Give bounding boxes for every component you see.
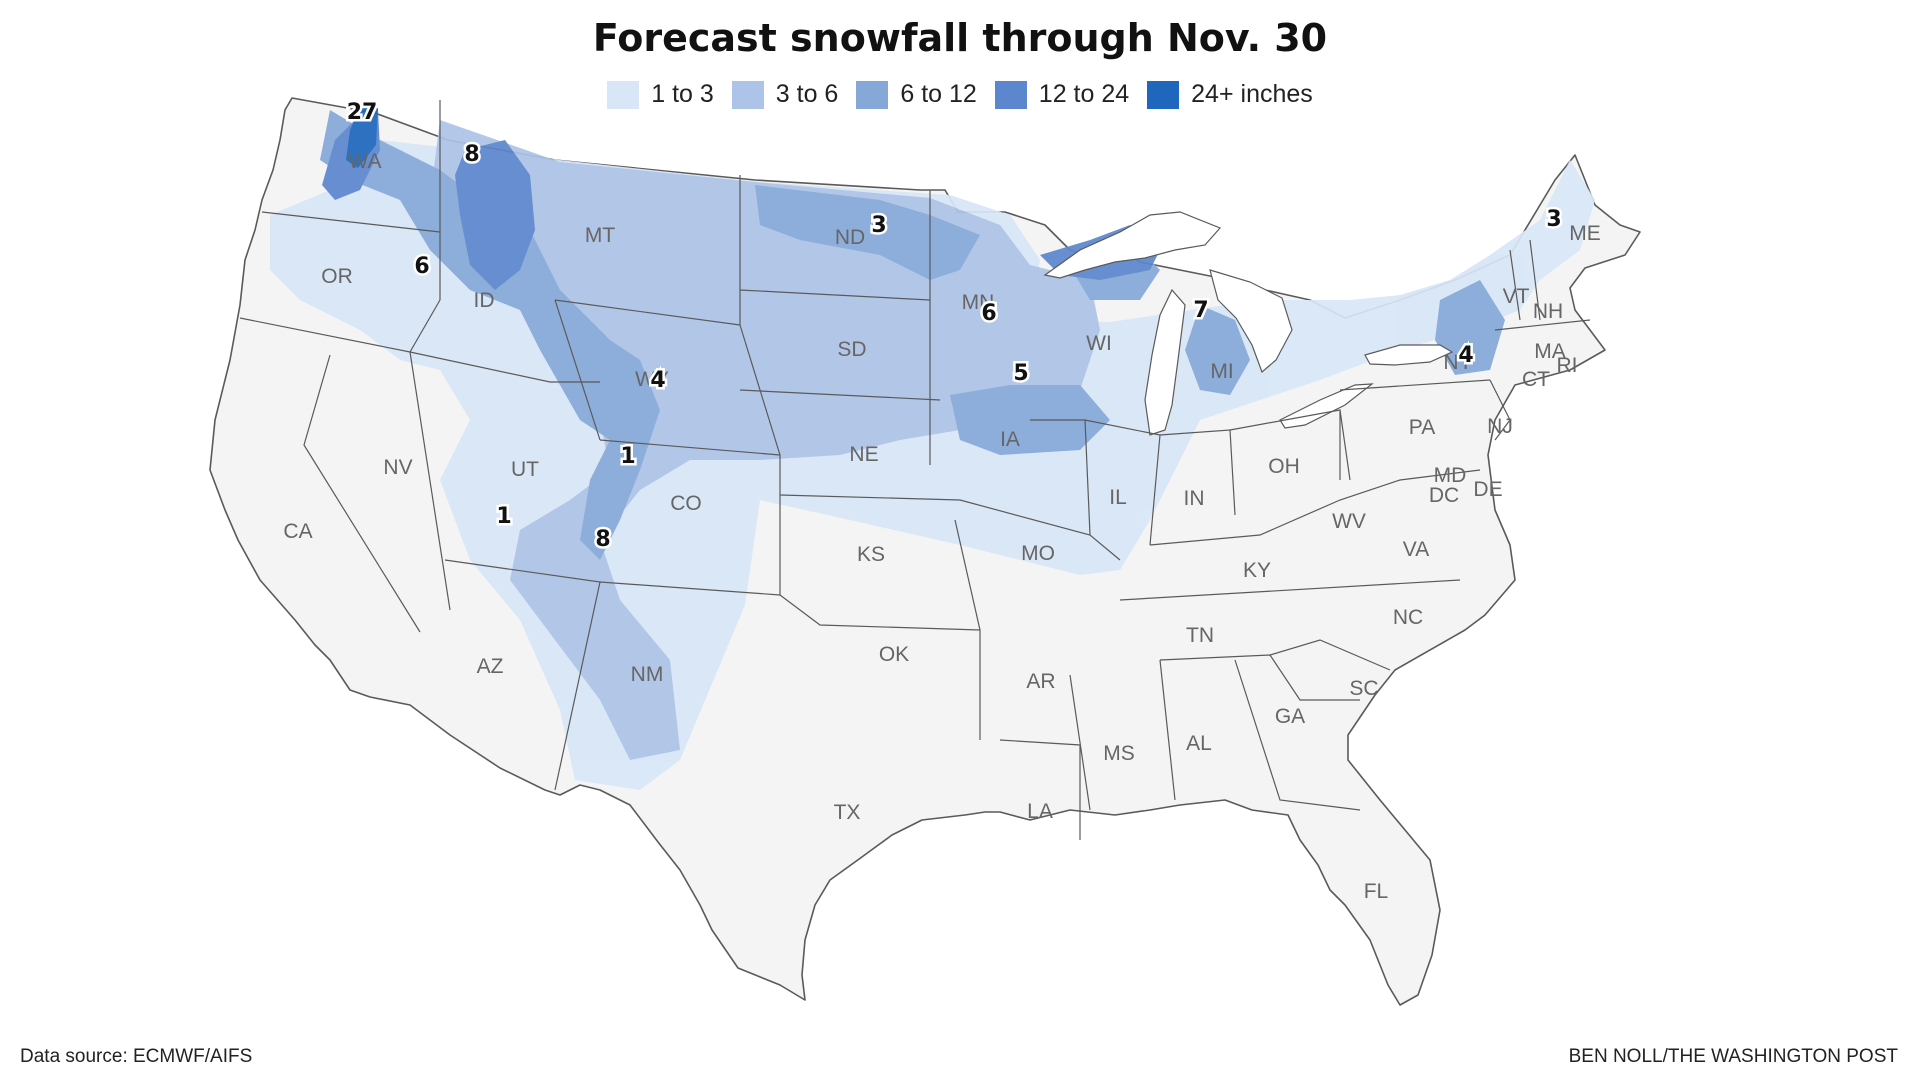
state-label: NY [1443, 351, 1472, 374]
legend-label: 24+ inches [1191, 80, 1313, 108]
state-label: NE [849, 443, 878, 466]
snowfall-label: 6 [414, 254, 429, 279]
state-label: IL [1109, 486, 1127, 509]
snowfall-label: 7 [1193, 298, 1208, 323]
legend-label: 3 to 6 [775, 80, 839, 108]
snowfall-label: 27 [347, 100, 378, 125]
snowfall-label: 4 [650, 368, 665, 393]
state-label: DC [1429, 484, 1459, 507]
state-label: OH [1268, 455, 1300, 478]
snowfall-label: 8 [464, 142, 479, 167]
state-label: GA [1275, 705, 1305, 728]
state-label: OR [321, 265, 353, 288]
state-label: KY [1243, 559, 1271, 582]
legend-swatch [1147, 80, 1180, 109]
legend-swatch [731, 80, 764, 109]
snowfall-label: 8 [595, 527, 610, 552]
state-label: TX [834, 801, 861, 824]
snowfall-label: 3 [1546, 207, 1561, 232]
state-label: ID [474, 289, 495, 312]
state-label: VT [1503, 285, 1530, 308]
state-label: MD [1434, 464, 1467, 487]
state-label: TN [1186, 624, 1214, 647]
state-label: UT [511, 458, 539, 481]
state-label: MI [1210, 360, 1233, 383]
legend: 1 to 3 3 to 6 6 to 12 12 to 24 24+ inche… [0, 80, 1920, 109]
state-label: PA [1409, 416, 1435, 439]
data-source: Data source: ECMWF/AIFS [20, 1046, 253, 1067]
state-label: AZ [477, 655, 504, 678]
snowfall-label: 6 [981, 301, 996, 326]
state-label: OK [879, 643, 909, 666]
snowfall-label: 4 [1458, 343, 1473, 368]
credit-line: BEN NOLL/THE WASHINGTON POST [1568, 1046, 1898, 1067]
lake-ontario [1364, 344, 1454, 366]
state-borders [239, 100, 1591, 840]
legend-item: 6 to 12 [856, 80, 977, 109]
state-label: VA [1403, 538, 1429, 561]
legend-label: 6 to 12 [900, 80, 977, 108]
state-label: MS [1103, 742, 1135, 765]
legend-item: 3 to 6 [731, 80, 839, 109]
legend-item: 12 to 24 [994, 80, 1130, 109]
state-label: AR [1026, 670, 1055, 693]
state-label: WY [635, 368, 669, 391]
state-labels: WA OR CA ID NV MT WY UT AZ CO NM ND SD N… [283, 150, 1600, 903]
snowfall-label: 5 [1013, 361, 1028, 386]
legend-item: 1 to 3 [607, 80, 714, 109]
state-label: NJ [1487, 415, 1513, 438]
lake-superior [1043, 211, 1222, 279]
snowfall-label: 1 [620, 444, 635, 469]
state-label: IN [1184, 487, 1205, 510]
state-label: WV [1332, 510, 1366, 533]
state-label: DE [1473, 478, 1502, 501]
state-label: RI [1557, 354, 1578, 377]
state-label: CT [1522, 368, 1550, 391]
state-label: IA [1000, 428, 1020, 451]
snowfall-amount-labels: 27 8 6 3 6 5 7 4 1 1 8 3 4 [344, 98, 1564, 555]
state-label: MT [585, 224, 615, 247]
state-label: CO [670, 492, 702, 515]
state-label: AL [1186, 732, 1212, 755]
state-label: NM [631, 663, 664, 686]
state-label: SC [1349, 677, 1378, 700]
snowfall-label: 1 [496, 504, 511, 529]
state-label: NV [383, 456, 412, 479]
legend-label: 12 to 24 [1038, 80, 1130, 108]
legend-item: 24+ inches [1147, 80, 1313, 109]
state-label: WI [1086, 332, 1112, 355]
snowfall-label: 3 [871, 213, 886, 238]
state-label: MN [962, 291, 995, 314]
state-label: KS [857, 543, 885, 566]
state-label: NC [1393, 606, 1423, 629]
state-label: SD [837, 338, 866, 361]
map-title: Forecast snowfall through Nov. 30 [592, 16, 1328, 60]
state-label: WA [348, 150, 381, 173]
legend-label: 1 to 3 [651, 80, 714, 108]
state-label: MO [1021, 542, 1055, 565]
lake-michigan [1144, 288, 1186, 436]
state-label: CA [283, 520, 312, 543]
state-label: LA [1027, 800, 1053, 823]
state-label: ME [1569, 222, 1601, 245]
state-label: ND [835, 226, 865, 249]
state-label: NH [1533, 300, 1563, 323]
state-label: MA [1534, 340, 1566, 363]
legend-swatch [994, 80, 1027, 109]
lake-huron [1209, 269, 1293, 374]
legend-swatch [856, 80, 889, 109]
legend-swatch [607, 80, 640, 109]
state-label: FL [1364, 880, 1389, 903]
